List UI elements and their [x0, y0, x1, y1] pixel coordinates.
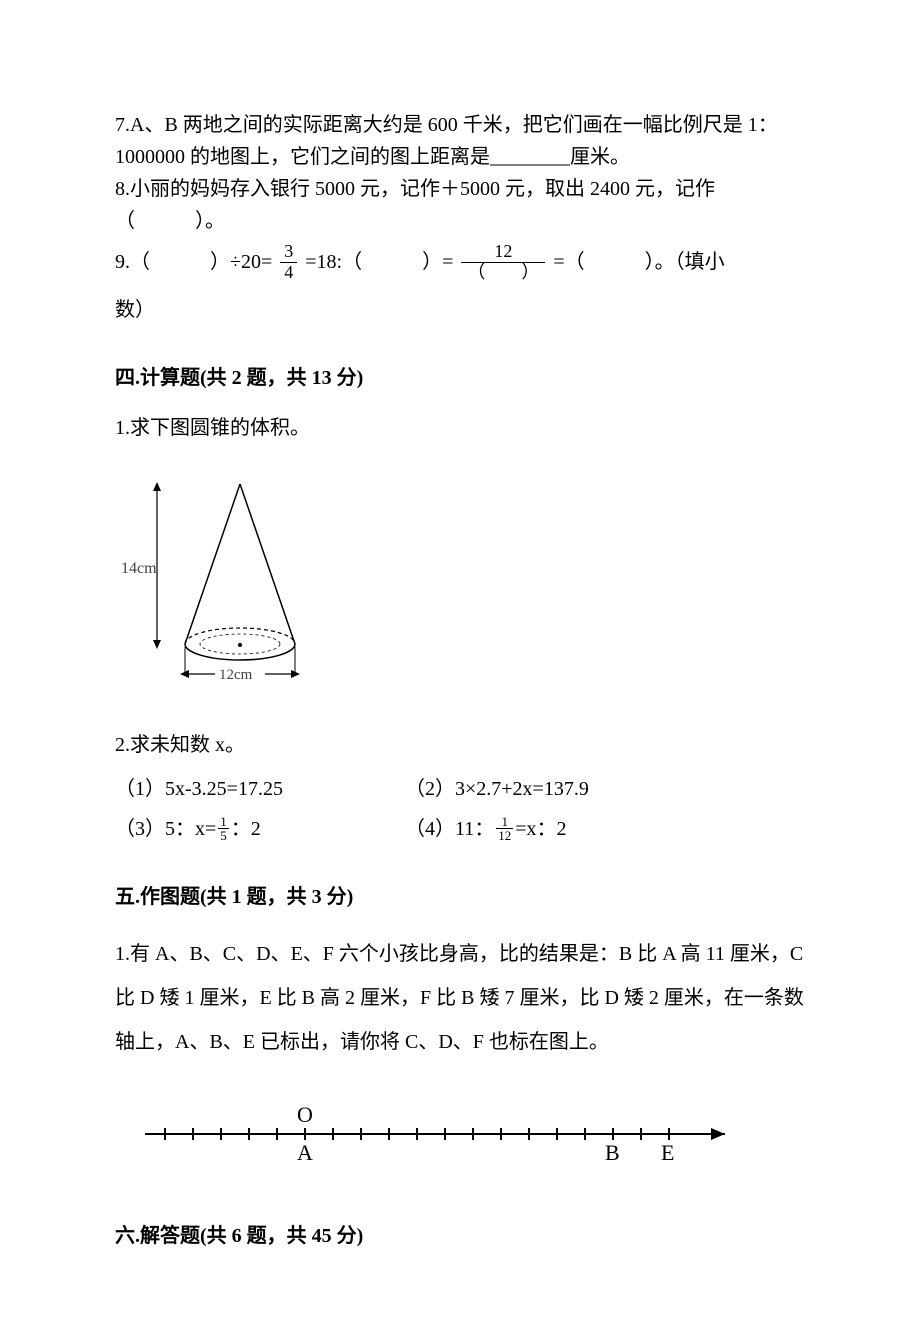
section5-title: 五.作图题(共 1 题，共 3 分)	[115, 882, 805, 912]
q9-frac2: 12 （ ）	[461, 242, 545, 283]
q9-tail: 数）	[115, 295, 805, 325]
s4-q1: 1.求下图圆锥的体积。	[115, 413, 805, 443]
q7-line2-prefix: 1000000 的地图上，它们之间的图上距离是	[115, 146, 490, 168]
exam-page: 7.A、B 两地之间的实际距离大约是 600 千米，把它们画在一幅比例尺是 1：…	[0, 0, 920, 1331]
q9-frac2-num: 12	[482, 242, 524, 262]
q9-frac1-num: 3	[280, 242, 297, 262]
eq2: （2）3×2.7+2x=137.9	[405, 774, 589, 804]
eq3-frac: 1 5	[218, 815, 229, 842]
eq-row-2: （3）5：x= 1 5 ：2 （4）11： 1 12 =x：2	[115, 814, 805, 844]
section4-title: 四.计算题(共 2 题，共 13 分)	[115, 363, 805, 393]
number-line-figure: OA B E	[115, 1094, 755, 1174]
q9-frac2-den: （ ）	[461, 262, 545, 283]
s5-q1: 1.有 A、B、C、D、E、F 六个小孩比身高，比的结果是：B 比 A 高 11…	[115, 932, 805, 1064]
q9-mid1: =18:（ ）=	[305, 247, 453, 277]
svg-text:E: E	[661, 1140, 674, 1165]
svg-text:B: B	[605, 1140, 620, 1165]
q9-prefix: 9.（ ）÷20=	[115, 247, 272, 277]
s4-q2: 2.求未知数 x。	[115, 730, 805, 760]
eq3-frac-num: 1	[218, 815, 229, 828]
q7-line2-suffix: 厘米。	[570, 146, 630, 168]
section6-title: 六.解答题(共 6 题，共 45 分)	[115, 1221, 805, 1251]
q7-line2: 1000000 的地图上，它们之间的图上距离是________厘米。	[115, 142, 805, 172]
q7-line1: 7.A、B 两地之间的实际距离大约是 600 千米，把它们画在一幅比例尺是 1：	[115, 110, 805, 140]
svg-text:O: O	[297, 1102, 313, 1127]
eq3-frac-den: 5	[218, 828, 229, 842]
eq4-frac: 1 12	[496, 815, 513, 842]
eq4-suffix: =x：2	[515, 814, 566, 844]
q8-line2: （ ）。	[115, 206, 805, 236]
q9-line: 9.（ ）÷20= 3 4 =18:（ ）= 12 （ ） =（ ）。（填小	[115, 242, 805, 283]
q9-mid2: =（ ）。（填小	[553, 247, 724, 277]
cone-base-label: 12cm	[219, 667, 253, 683]
eq4: （4）11： 1 12 =x：2	[405, 814, 567, 844]
eq4-frac-num: 1	[500, 815, 511, 828]
q7-blank: ________	[490, 146, 570, 168]
eq-row-1: （1）5x-3.25=17.25 （2）3×2.7+2x=137.9	[115, 774, 805, 804]
q9-frac1-den: 4	[280, 262, 297, 283]
equation-grid: （1）5x-3.25=17.25 （2）3×2.7+2x=137.9 （3）5：…	[115, 774, 805, 844]
eq4-prefix: （4）11：	[405, 814, 494, 844]
eq4-frac-den: 12	[496, 828, 513, 842]
cone-height-label: 14cm	[121, 560, 157, 577]
cone-figure: 14cm 12cm	[115, 469, 315, 689]
q8-line1: 8.小丽的妈妈存入银行 5000 元，记作＋5000 元，取出 2400 元，记…	[115, 174, 805, 204]
svg-text:A: A	[297, 1140, 313, 1165]
eq3-suffix: ：2	[231, 814, 261, 844]
eq3: （3）5：x= 1 5 ：2	[115, 814, 405, 844]
eq3-prefix: （3）5：x=	[115, 814, 216, 844]
eq1: （1）5x-3.25=17.25	[115, 774, 405, 804]
q9-frac1: 3 4	[280, 242, 297, 283]
